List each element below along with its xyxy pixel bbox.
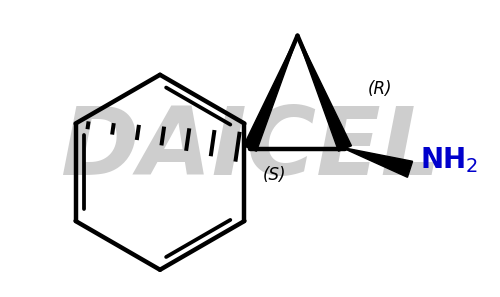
- Text: (R): (R): [368, 80, 392, 98]
- Polygon shape: [244, 35, 298, 151]
- Text: (S): (S): [262, 166, 286, 184]
- Text: NH$_2$: NH$_2$: [420, 146, 478, 175]
- Polygon shape: [297, 35, 352, 151]
- Polygon shape: [345, 148, 412, 177]
- Text: DAICEL: DAICEL: [60, 102, 440, 195]
